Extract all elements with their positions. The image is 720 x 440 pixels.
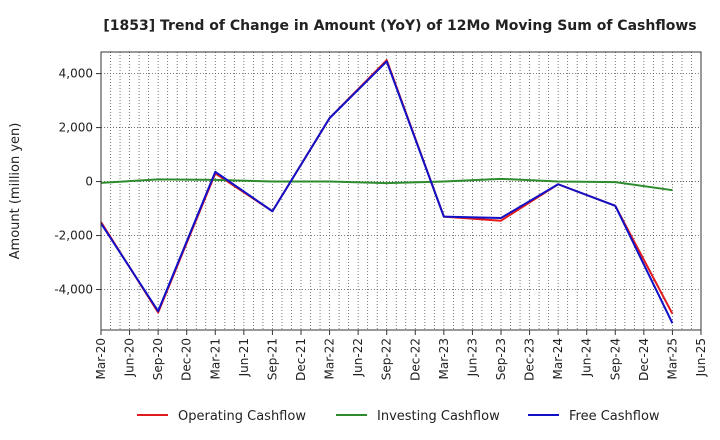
y-tick-label: 0 xyxy=(85,175,93,189)
plot-background xyxy=(101,52,701,330)
legend-label-free-cashflow: Free Cashflow xyxy=(569,409,660,424)
x-tick-label: Dec-20 xyxy=(180,338,194,381)
x-tick-label: Jun-21 xyxy=(237,338,251,377)
x-tick-label: Mar-20 xyxy=(94,338,108,379)
x-tick-label: Sep-24 xyxy=(608,338,622,380)
x-tick-label: Dec-22 xyxy=(408,338,422,381)
y-tick-label: 4,000 xyxy=(59,67,93,81)
legend-label-investing-cashflow: Investing Cashflow xyxy=(377,409,500,424)
grid-lines xyxy=(100,52,702,330)
legend-label-operating-cashflow: Operating Cashflow xyxy=(178,409,306,424)
x-tick-label: Jun-23 xyxy=(465,338,479,377)
x-tick-label: Dec-23 xyxy=(523,338,537,381)
free-cashflow-line xyxy=(100,60,674,324)
legend: Operating Cashflow Investing Cashflow Free… xyxy=(137,409,660,424)
y-tick-label: -4,000 xyxy=(54,283,93,297)
x-axis-ticks: Mar-20 Jun-20 Sep-20 Dec-20 Mar-21 Jun-21 Sep-… xyxy=(94,330,708,381)
x-tick-label: Sep-22 xyxy=(380,338,394,380)
investing-cashflow-line xyxy=(100,177,673,192)
x-tick-label: Mar-23 xyxy=(437,338,451,379)
x-tick-label: Dec-24 xyxy=(637,338,651,381)
x-tick-label: Mar-25 xyxy=(665,338,679,379)
plot-border xyxy=(100,51,702,331)
series-lines xyxy=(100,59,674,324)
x-tick-label: Sep-20 xyxy=(151,338,165,380)
x-tick-label: Jun-25 xyxy=(694,338,708,377)
x-tick-label: Mar-21 xyxy=(208,338,222,379)
y-tick-label: 2,000 xyxy=(59,121,93,135)
x-tick-label: Mar-22 xyxy=(323,338,337,379)
x-tick-label: Sep-21 xyxy=(265,338,279,380)
y-axis-label: Amount (million yen) xyxy=(8,123,23,260)
x-tick-label: Mar-24 xyxy=(551,338,565,379)
chart-title: [1853] Trend of Change in Amount (YoY) o… xyxy=(103,18,696,34)
plot-frame xyxy=(100,51,702,331)
x-tick-label: Jun-24 xyxy=(580,338,594,377)
x-tick-label: Jun-22 xyxy=(351,338,365,377)
plot-area xyxy=(101,52,701,330)
x-tick-label: Jun-20 xyxy=(123,338,137,377)
x-tick-label: Sep-23 xyxy=(494,338,508,380)
y-tick-label: -2,000 xyxy=(54,229,93,243)
y-axis-ticks: 4,000 2,000 0 -2,000 -4,000 xyxy=(54,67,101,297)
x-tick-label: Dec-21 xyxy=(294,338,308,381)
